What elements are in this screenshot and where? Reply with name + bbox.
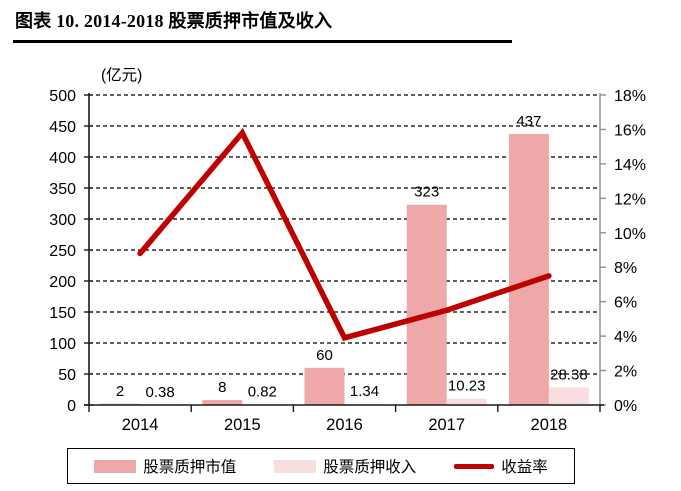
title-divider [13,40,512,43]
bar-income-2017 [446,398,487,405]
bar-value-label: 2 [116,383,124,400]
legend-label: 收益率 [501,459,548,476]
axis-left-tick-label: 50 [58,367,76,384]
axis-right-tick-label: 18% [614,88,646,105]
legend-label: 股票质押收入 [323,459,417,476]
bar-value-label: 1.34 [350,383,379,400]
chart-legend: 股票质押市值 股票质押收入 收益率 [67,448,575,484]
axis-left-tick-label: 350 [49,181,76,198]
yield-line-swatch [454,463,495,469]
yield-line [137,127,552,342]
axis-left-tick-label: 300 [49,212,76,229]
legend-label: 股票质押市值 [143,459,237,476]
legend-item-market-value: 股票质押市值 [94,455,236,477]
bar-value-label: 10.23 [448,378,486,395]
bar-market-value-2016 [304,367,345,405]
x-axis-label-2017: 2017 [428,416,465,434]
bar-value-label: 323 [414,184,439,201]
bar-value-label: 437 [516,113,541,130]
axis-left-tick-label: 200 [49,274,76,291]
bar-income-2018 [548,387,589,405]
axis-right-tick-label: 2% [614,364,637,381]
axis-right-tick-label: 14% [614,157,646,174]
axis-right-tick-label: 6% [614,295,637,312]
bar-value-label: 0.82 [248,383,277,400]
bar-market-value-2015 [202,400,243,405]
bar-value-label: 28.38 [550,366,588,383]
axis-left-tick-label: 150 [49,305,76,322]
chart-canvas: 2 8 60 323 437 0.38 0.82 1.34 10.23 28.38 0% 2% 4% 6%… [49,66,646,434]
x-axis-label-2016: 2016 [326,416,363,434]
legend-item-yield: 收益率 [454,455,548,477]
x-axis-label-2015: 2015 [224,416,261,434]
axis-right-tick-label: 4% [614,329,637,346]
axis-right-tick-label: 16% [614,122,646,139]
bar-value-label: 8 [218,379,226,396]
x-axis-label-2018: 2018 [531,416,568,434]
left-axis-unit-label: (亿元) [101,66,142,84]
axis-left-tick-label: 100 [49,336,76,353]
bar-market-value-2017 [406,204,447,405]
market-value-swatch [94,459,137,473]
axis-left-tick-label: 250 [49,243,76,260]
bar-market-value-2018 [508,134,549,405]
axis-right-tick-label: 0% [614,398,637,415]
axis-left-tick-label: 450 [49,119,76,136]
legend-item-income: 股票质押收入 [274,455,416,477]
axis-left-tick-label: 0 [67,398,76,415]
axis-right-tick-label: 10% [614,226,646,243]
bar-value-label: 60 [316,347,333,364]
bar-value-label: 0.38 [145,384,174,401]
income-swatch [274,459,317,473]
x-axis-label-2014: 2014 [122,416,159,434]
axis-left-tick-label: 400 [49,150,76,167]
axis-left-tick-label: 500 [49,88,76,105]
figure-title: 图表 10. 2014-2018 股票质押市值及收入 [15,11,333,31]
axis-right-tick-label: 12% [614,191,646,208]
axis-right-tick-label: 8% [614,260,637,277]
